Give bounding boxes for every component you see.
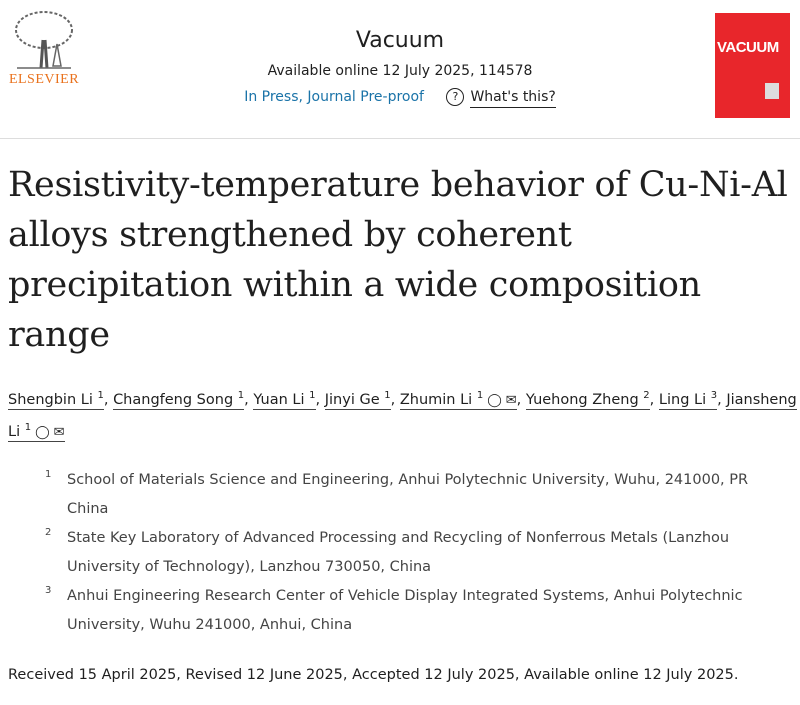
author-link[interactable]: Yuehong Zheng 2	[525, 390, 650, 410]
article-dates: Received 15 April 2025, Revised 12 June …	[8, 667, 739, 683]
person-icon: ◯	[35, 424, 50, 440]
affiliation-ref: 2	[643, 390, 650, 401]
separator: ,	[315, 391, 325, 408]
affiliation: 3 Anhui Engineering Research Center of Ve…	[45, 582, 785, 640]
author-name: Changfeng Song	[113, 391, 234, 408]
author-name: Yuehong Zheng	[525, 391, 639, 408]
author-link[interactable]: Shengbin Li 1	[8, 390, 104, 410]
separator: ,	[244, 391, 254, 408]
affiliation-ref: 1	[237, 390, 245, 401]
divider	[0, 138, 800, 139]
affiliations: 1 School of Materials Science and Enginee…	[45, 466, 785, 640]
affiliation-ref: 1	[476, 390, 484, 401]
author-name: Zhumin Li	[399, 391, 473, 408]
author-link[interactable]: Jiansheng Li 1 ◯ ✉	[8, 391, 797, 442]
question-circle-icon[interactable]: ?	[446, 88, 465, 106]
author-link[interactable]: Yuan Li 1	[253, 390, 316, 410]
author-link[interactable]: Ling Li 3	[658, 390, 718, 410]
affiliation-ref: 3	[710, 390, 718, 401]
separator: ,	[390, 391, 400, 408]
journal-cover-image[interactable]: VACUUM	[715, 13, 790, 118]
in-press-status: In Press, Journal Pre-proof	[244, 89, 424, 105]
cover-graphic	[765, 83, 779, 99]
separator: ,	[516, 391, 526, 408]
author-link[interactable]: Jinyi Ge 1	[324, 390, 391, 410]
separator: ,	[103, 391, 114, 408]
affiliation-ref: 1	[309, 390, 316, 401]
affiliation-number: 1	[45, 469, 52, 480]
affiliation: 2 State Key Laboratory of Advanced Proces…	[45, 524, 785, 582]
affiliation-text: Anhui Engineering Research Center of Veh…	[67, 588, 743, 633]
journal-title-link[interactable]: Vacuum	[355, 28, 445, 53]
journal-header: Vacuum Available online 12 July 2025, 11…	[0, 28, 800, 108]
separator: ,	[717, 391, 727, 408]
affiliation-text: School of Materials Science and Engineer…	[67, 472, 749, 517]
whats-this-button[interactable]: What's this?	[470, 89, 556, 108]
affiliation-number: 2	[45, 527, 52, 538]
author-list: Shengbin Li 1, Changfeng Song 1, Yuan Li…	[8, 382, 798, 446]
elsevier-tree-icon	[15, 11, 73, 69]
article-status: In Press, Journal Pre-proof ? What's this…	[0, 88, 800, 108]
elsevier-wordmark: ELSEVIER	[8, 72, 80, 87]
envelope-icon: ✉	[53, 424, 65, 440]
author-name: Jiansheng Li	[8, 391, 797, 440]
affiliation-ref: 1	[384, 390, 391, 401]
person-icon: ◯	[487, 392, 502, 408]
author-name: Jinyi Ge	[324, 391, 380, 408]
availability-info: Available online 12 July 2025, 114578	[267, 63, 533, 79]
author-name: Ling Li	[658, 391, 707, 408]
author-link[interactable]: Zhumin Li 1 ◯ ✉	[399, 390, 517, 410]
author-link[interactable]: Changfeng Song 1	[113, 390, 245, 410]
separator: ,	[649, 391, 659, 408]
affiliation-text: State Key Laboratory of Advanced Process…	[67, 530, 730, 575]
author-name: Yuan Li	[253, 391, 305, 408]
affiliation: 1 School of Materials Science and Enginee…	[45, 466, 785, 524]
affiliation-number: 3	[45, 585, 52, 596]
affiliation-ref: 1	[97, 390, 104, 401]
envelope-icon: ✉	[505, 392, 517, 408]
article-title: Resistivity-temperature behavior of Cu-N…	[8, 165, 788, 355]
cover-title: VACUUM	[717, 39, 779, 56]
elsevier-logo[interactable]: ELSEVIER	[8, 10, 80, 88]
affiliation-ref: 1	[24, 421, 32, 433]
author-name: Shengbin Li	[8, 391, 93, 408]
